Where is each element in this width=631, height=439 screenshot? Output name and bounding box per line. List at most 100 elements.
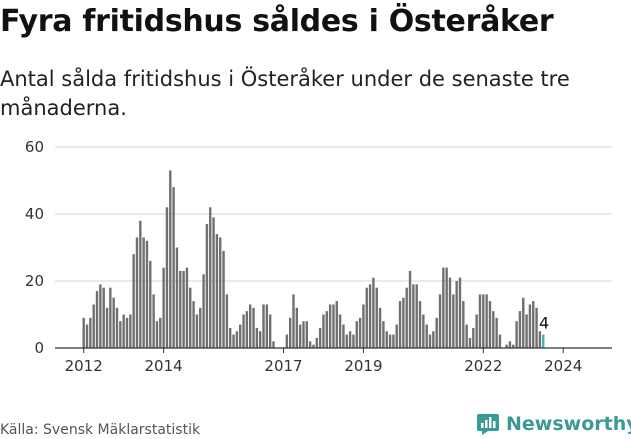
bar xyxy=(418,301,422,348)
bars xyxy=(82,170,545,348)
source-note: Källa: Svensk Mäklarstatistik xyxy=(0,422,201,438)
bar xyxy=(498,334,502,348)
bar xyxy=(405,287,408,348)
bar xyxy=(462,301,465,348)
bar xyxy=(152,294,155,348)
x-tick-label: 2024 xyxy=(544,357,582,375)
bar xyxy=(475,314,478,348)
bar xyxy=(388,334,392,348)
bar xyxy=(455,281,458,348)
bar xyxy=(308,341,312,348)
bar xyxy=(468,337,472,348)
bar xyxy=(315,337,318,348)
bar xyxy=(142,237,145,348)
bar xyxy=(465,324,468,348)
bar xyxy=(102,287,105,348)
chart-subtitle: Antal sålda fritidshus i Österåker under… xyxy=(0,67,570,120)
bar xyxy=(295,307,299,348)
bar xyxy=(205,224,209,348)
bar xyxy=(285,334,289,348)
bar xyxy=(182,270,185,348)
bar xyxy=(352,334,355,348)
bar xyxy=(149,260,152,348)
bar xyxy=(169,170,172,348)
bar xyxy=(242,314,245,348)
bar xyxy=(272,341,275,348)
bar xyxy=(328,304,332,348)
bar xyxy=(535,307,538,348)
bar xyxy=(192,301,195,348)
bar xyxy=(258,331,262,348)
bar xyxy=(85,324,89,348)
bar xyxy=(515,321,518,348)
bar xyxy=(402,297,405,348)
bar xyxy=(172,187,175,348)
bar xyxy=(375,287,378,348)
bar xyxy=(425,324,428,348)
bar xyxy=(345,334,348,348)
bar xyxy=(222,250,225,348)
x-tick-label: 2022 xyxy=(464,357,502,375)
y-tick-label: 60 xyxy=(25,138,44,156)
bar xyxy=(245,311,249,348)
brand-name: Newsworthy xyxy=(506,413,631,435)
bar xyxy=(305,321,309,348)
bar xyxy=(122,314,125,348)
bar xyxy=(209,207,212,348)
bar xyxy=(365,287,368,348)
bar xyxy=(362,304,365,348)
bar xyxy=(288,317,292,348)
bar-latest xyxy=(542,334,545,348)
y-axis-ticks: 0 20 40 60 xyxy=(25,138,44,357)
bar xyxy=(488,301,492,348)
bar xyxy=(185,267,189,348)
bar xyxy=(408,270,412,348)
bar xyxy=(538,331,542,348)
bar xyxy=(445,267,448,348)
bar xyxy=(132,254,135,348)
bar xyxy=(385,331,388,348)
bar xyxy=(312,344,315,348)
bar xyxy=(372,277,375,348)
bar xyxy=(448,277,452,348)
newsworthy-logo[interactable]: Newsworthy xyxy=(476,410,631,438)
bar xyxy=(378,307,382,348)
chart-title: Fyra fritidshus såldes i Österåker xyxy=(0,4,554,39)
x-tick-label: 2014 xyxy=(145,357,183,375)
latest-value-label: 4 xyxy=(539,314,549,333)
bar xyxy=(252,307,255,348)
bar xyxy=(235,331,239,348)
bar-chart: 0 20 40 60 2012 2014 2017 2019 2022 2024 4 xyxy=(25,138,612,375)
bar xyxy=(95,291,99,348)
bar xyxy=(452,294,455,348)
bar xyxy=(322,314,325,348)
bar xyxy=(162,267,165,348)
bar xyxy=(528,304,532,348)
bar xyxy=(219,237,222,348)
bar xyxy=(395,324,398,348)
newsworthy-logo-icon xyxy=(477,414,499,435)
bar xyxy=(358,317,362,348)
bar xyxy=(115,307,119,348)
bar xyxy=(175,247,179,348)
bar xyxy=(165,207,169,348)
bar xyxy=(129,314,132,348)
bar xyxy=(155,321,159,348)
bar xyxy=(508,341,512,348)
y-tick-label: 20 xyxy=(25,272,44,290)
bar xyxy=(415,284,418,348)
bar xyxy=(225,294,229,348)
bar xyxy=(348,331,352,348)
bar xyxy=(318,327,322,348)
bar xyxy=(412,284,415,348)
bar xyxy=(239,324,242,348)
bar xyxy=(355,321,358,348)
bar xyxy=(332,304,335,348)
bar xyxy=(112,297,115,348)
bar xyxy=(482,294,485,348)
bar xyxy=(159,317,162,348)
bar xyxy=(368,284,372,348)
bar xyxy=(495,317,498,348)
x-tick-label: 2012 xyxy=(65,357,103,375)
x-axis-ticks: 2012 2014 2017 2019 2022 2024 xyxy=(65,348,582,375)
